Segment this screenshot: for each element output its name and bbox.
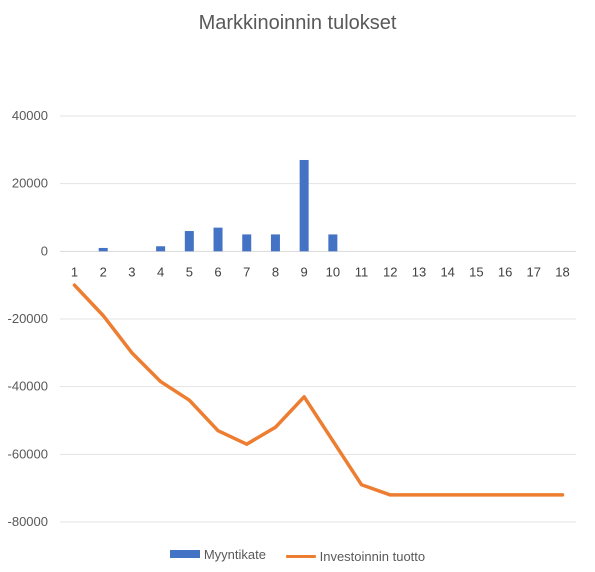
legend-label: Investoinnin tuotto	[319, 549, 426, 564]
bar	[242, 234, 252, 252]
x-tick-label: 2	[100, 264, 107, 279]
y-tick-label: -40000	[8, 379, 48, 394]
bar	[328, 234, 338, 252]
bar	[156, 246, 166, 252]
x-tick-label: 6	[214, 264, 221, 279]
bar	[299, 159, 309, 252]
x-tick-label: 14	[440, 264, 454, 279]
x-tick-label: 1	[71, 264, 78, 279]
bar	[213, 227, 223, 252]
x-tick-label: 12	[383, 264, 397, 279]
y-tick-label: -80000	[8, 514, 48, 529]
bar	[184, 231, 194, 252]
x-tick-label: 5	[186, 264, 193, 279]
x-tick-label: 13	[412, 264, 426, 279]
x-tick-label: 16	[498, 264, 512, 279]
legend-swatch-bar	[169, 550, 200, 558]
series-line	[72, 283, 565, 497]
y-tick-label: 40000	[12, 108, 48, 123]
x-tick-label: 4	[157, 264, 164, 279]
y-tick-label: -60000	[8, 446, 48, 461]
y-tick-label: 20000	[12, 176, 48, 191]
x-tick-label: 18	[555, 264, 569, 279]
x-tick-label: 17	[527, 264, 541, 279]
x-tick-label: 3	[128, 264, 135, 279]
bar	[98, 247, 108, 252]
x-tick-label: 10	[326, 264, 340, 279]
chart-title: Markkinoinnin tulokset	[198, 12, 397, 34]
legend-item-bar-series: Myyntikate	[169, 546, 266, 562]
x-tick-label: 15	[469, 264, 483, 279]
x-tick-label: 7	[243, 264, 250, 279]
bar	[270, 234, 280, 252]
legend-label: Myyntikate	[203, 546, 266, 562]
legend: Myyntikate Investoinnin tuotto	[0, 546, 595, 564]
x-tick-label: 8	[272, 264, 279, 279]
x-tick-label: 11	[355, 264, 369, 279]
y-tick-label: 0	[41, 243, 48, 258]
legend-swatch-line	[285, 555, 316, 558]
x-tick-label: 9	[301, 264, 308, 279]
legend-item-line-series: Investoinnin tuotto	[285, 549, 426, 564]
y-tick-label: -20000	[8, 311, 48, 326]
